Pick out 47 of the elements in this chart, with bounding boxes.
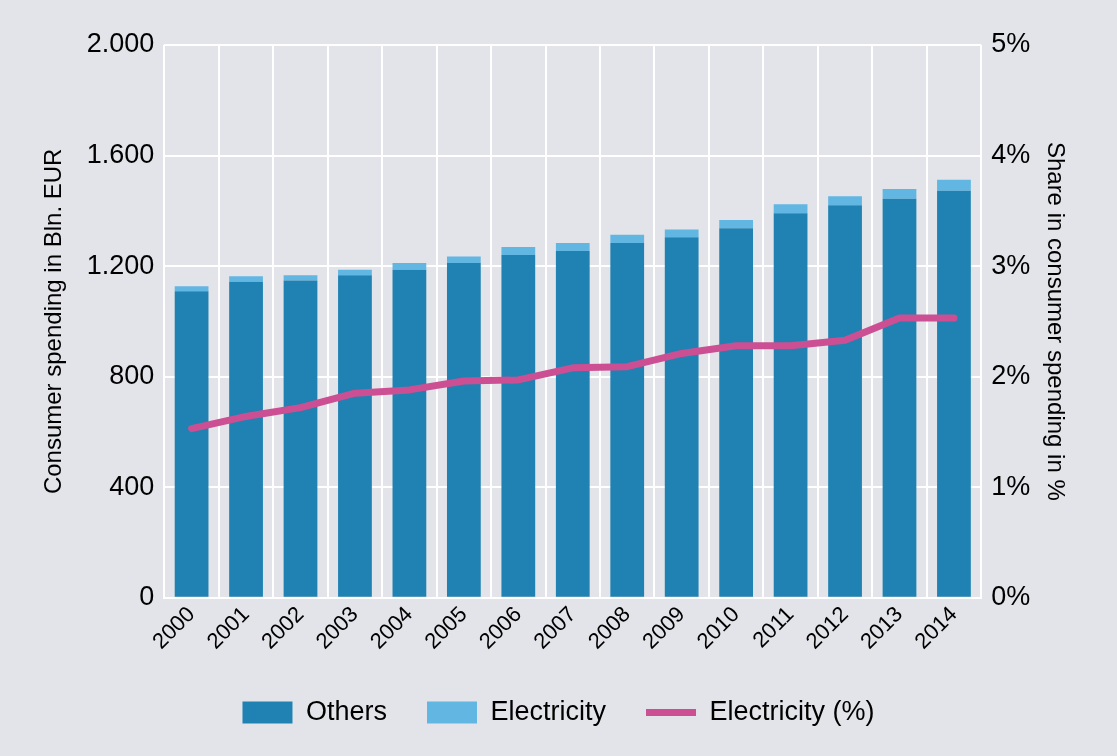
y2-tick-label: 1% (991, 470, 1031, 501)
bar (501, 255, 536, 597)
bar (555, 250, 590, 597)
bar (773, 204, 808, 214)
bar (828, 196, 862, 206)
y2-tick-label: 3% (991, 249, 1031, 280)
y-tick-label: 2.000 (86, 28, 155, 59)
bar (555, 242, 590, 251)
bar (882, 198, 917, 597)
bar (610, 234, 645, 243)
bar (338, 269, 372, 276)
bar (828, 205, 862, 597)
y2-axis-title: Share in consumer spending in % (1042, 141, 1070, 501)
bar (610, 242, 645, 597)
bar (283, 280, 318, 597)
y-tick-label: 1.600 (86, 139, 155, 169)
bar (338, 275, 372, 597)
legend-label: Electricity (%) (709, 695, 875, 726)
y2-tick-label: 0% (991, 581, 1031, 612)
bar (937, 190, 971, 597)
y2-tick-label: 5% (991, 28, 1031, 59)
y2-tick-label: 4% (991, 139, 1031, 169)
y-axis-title: Consumer spending in Bln. EUR (39, 148, 67, 495)
bar (664, 229, 699, 238)
bar (392, 263, 427, 270)
y-tick-label: 800 (109, 360, 155, 391)
bar (174, 286, 209, 292)
bar (283, 275, 318, 281)
bar (229, 276, 263, 282)
y-tick-label: 1.200 (86, 249, 155, 280)
bar (773, 213, 808, 597)
bar (174, 291, 209, 597)
y2-tick-label: 2% (991, 360, 1031, 391)
legend-label: Electricity (490, 695, 607, 726)
legend-label: Others (305, 695, 388, 726)
y-tick-label: 0 (139, 581, 155, 612)
y-tick-label: 400 (109, 470, 155, 501)
bar (229, 281, 263, 597)
bar (501, 247, 536, 256)
bar (882, 188, 917, 199)
bar (719, 219, 754, 229)
bar (392, 269, 427, 597)
bar (719, 228, 754, 597)
bar (446, 263, 481, 597)
bar (937, 179, 971, 191)
bar (446, 256, 481, 264)
bar (664, 237, 699, 597)
